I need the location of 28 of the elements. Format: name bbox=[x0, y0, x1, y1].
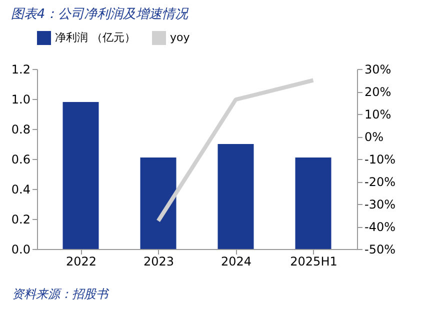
y2-tick-label: 0% bbox=[364, 130, 384, 144]
chart-title: 图表4：公司净利润及增速情况 bbox=[10, 7, 190, 22]
y2-tick-label: -50% bbox=[364, 242, 396, 256]
x-tick-label: 2022 bbox=[66, 254, 97, 268]
x-tick-label: 2024 bbox=[220, 254, 252, 268]
y2-tick-label: -10% bbox=[364, 152, 396, 166]
bar bbox=[140, 158, 176, 249]
y2-tick-label: 30% bbox=[364, 62, 392, 76]
y-tick-label: 0.2 bbox=[11, 212, 30, 226]
bar bbox=[62, 102, 99, 249]
y-tick-label: 0.4 bbox=[11, 182, 30, 196]
y-tick-label: 0.0 bbox=[11, 242, 30, 256]
y2-tick-label: -40% bbox=[364, 220, 396, 234]
x-tick-label: 2025H1 bbox=[290, 254, 338, 268]
text: 资料来源：招股书 bbox=[12, 287, 110, 301]
y2-tick-label: 10% bbox=[364, 108, 392, 122]
y2-tick-label: -20% bbox=[364, 175, 396, 189]
bar bbox=[218, 144, 254, 249]
bar bbox=[295, 158, 332, 249]
y-tick-label: 0.8 bbox=[11, 122, 30, 136]
y2-tick-label: 20% bbox=[364, 85, 392, 99]
y-tick-label: 1.2 bbox=[11, 62, 30, 76]
y-tick-label: 0.6 bbox=[11, 152, 30, 166]
x-tick-label: 2023 bbox=[143, 254, 174, 268]
y-tick-label: 1.0 bbox=[11, 92, 30, 106]
legend-label: 净利润 （亿元） bbox=[55, 31, 136, 44]
y2-tick-label: -30% bbox=[364, 198, 396, 212]
legend-label: yoy bbox=[170, 31, 190, 44]
